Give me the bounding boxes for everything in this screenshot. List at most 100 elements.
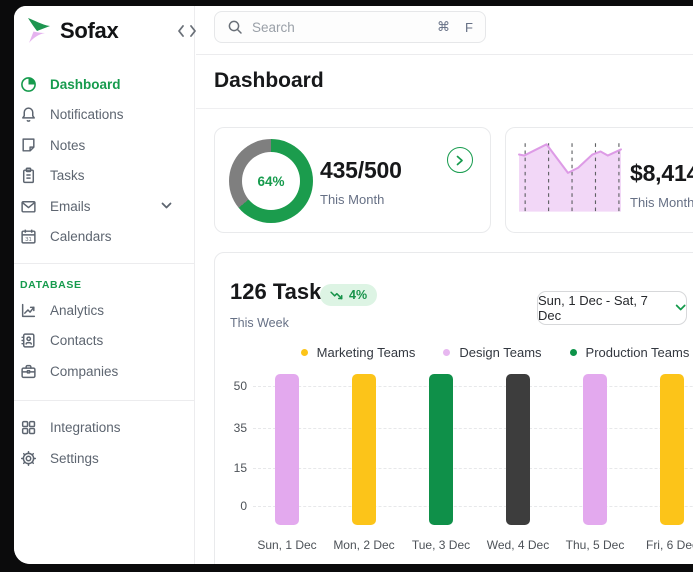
x-axis-label: Mon, 2 Dec (333, 538, 395, 552)
svg-text:31: 31 (25, 237, 31, 243)
page-title: Dashboard (214, 69, 324, 92)
sidebar-section-database: DATABASE (20, 279, 82, 291)
sidebar-item-emails[interactable]: Emails (14, 191, 194, 222)
task-count-title: 126 Task (230, 279, 322, 304)
sidebar-item-notifications[interactable]: Notifications (14, 100, 194, 131)
legend-dot (300, 349, 308, 356)
gridline (253, 428, 693, 429)
task-chart-card: 126 Task 4% This Week Sun, 1 Dec - Sat, … (214, 252, 693, 564)
x-axis-label: Tue, 3 Dec (411, 538, 471, 552)
trend-badge: 4% (320, 284, 378, 306)
x-axis-label: Fri, 6 Dec (645, 538, 693, 552)
legend-item-production: Production Teams (569, 345, 689, 360)
legend-item-design: Design Teams (443, 345, 542, 360)
donut-percent-label: 64% (257, 173, 285, 189)
gear-icon (20, 450, 37, 467)
trend-down-icon (330, 290, 343, 299)
app-window: Sofax Dashboard Notifications (14, 6, 693, 564)
sidebar-item-settings[interactable]: Settings (14, 443, 194, 474)
x-axis-label: Thu, 5 Dec (565, 538, 625, 552)
x-axis-label: Sun, 1 Dec (257, 538, 317, 552)
search-input[interactable]: Search ⌘ F (214, 11, 486, 43)
envelope-icon (20, 198, 37, 215)
task-chart-subtitle: This Week (230, 316, 289, 330)
sidebar-item-label: Calendars (50, 229, 112, 245)
sidebar-item-companies[interactable]: Companies (14, 356, 194, 387)
y-axis-tick: 15 (233, 461, 247, 475)
bar-tue[interactable] (429, 374, 453, 525)
calendar-icon: 31 (20, 228, 37, 245)
progress-stat-card: 64% 435/500 This Month (214, 127, 491, 233)
logo: Sofax (14, 6, 196, 55)
bell-icon (20, 106, 37, 123)
sidebar-item-analytics[interactable]: Analytics (14, 295, 194, 326)
sidebar-item-label: Notes (50, 137, 86, 153)
chevron-down-icon (675, 304, 686, 311)
sidebar-nav: Dashboard Notifications Notes Tasks (14, 69, 194, 474)
divider (196, 108, 693, 109)
stat-card-detail-button[interactable] (447, 147, 473, 173)
shortcut-f-key: F (465, 19, 473, 35)
shortcut-cmd-key: ⌘ (437, 19, 451, 34)
area-sparkline-chart (517, 137, 623, 223)
sofax-logo-icon (28, 17, 50, 43)
sidebar-item-tasks[interactable]: Tasks (14, 161, 194, 192)
sidebar-item-dashboard[interactable]: Dashboard (14, 69, 194, 100)
date-range-value: Sun, 1 Dec - Sat, 7 Dec (538, 293, 648, 323)
stat-value: 435/500 (320, 157, 402, 183)
chevron-right-icon (456, 155, 463, 165)
chart-legend: Marketing Teams Design Teams Production … (215, 345, 693, 360)
sidebar-item-label: Contacts (50, 333, 104, 349)
sidebar-item-label: Dashboard (50, 76, 121, 92)
bar-sun[interactable] (275, 374, 299, 525)
date-range-select[interactable]: Sun, 1 Dec - Sat, 7 Dec (537, 291, 687, 325)
grid-icon (20, 419, 37, 436)
clipboard-icon (20, 167, 37, 184)
chevron-down-icon[interactable] (161, 202, 172, 210)
bar-wed[interactable] (506, 374, 530, 525)
sidebar-item-label: Settings (50, 450, 99, 466)
sidebar-item-label: Emails (50, 198, 91, 214)
stat-cards-row: 64% 435/500 This Month (214, 127, 693, 233)
brand-name: Sofax (60, 17, 119, 43)
legend-item-marketing: Marketing Teams (300, 345, 415, 360)
bar-thu[interactable] (583, 374, 607, 525)
y-axis-tick: 50 (233, 379, 247, 393)
sidebar-item-label: Notifications (50, 107, 124, 123)
sidebar: Sofax Dashboard Notifications (14, 6, 196, 564)
sidebar-collapse-icon[interactable] (176, 22, 198, 40)
sidebar-item-notes[interactable]: Notes (14, 130, 194, 161)
stat-caption: This Month (630, 195, 693, 210)
bar-mon[interactable] (352, 374, 376, 525)
sidebar-item-contacts[interactable]: Contacts (14, 326, 194, 357)
gridline (253, 468, 693, 469)
dashboard-icon (20, 76, 37, 93)
sidebar-item-integrations[interactable]: Integrations (14, 413, 194, 444)
sidebar-item-label: Companies (50, 363, 119, 379)
sidebar-item-label: Analytics (50, 302, 105, 318)
y-axis-tick: 0 (240, 499, 247, 513)
sidebar-item-label: Integrations (50, 420, 121, 436)
sidebar-divider (14, 263, 194, 264)
legend-dot (443, 349, 451, 356)
gridline (253, 386, 693, 387)
revenue-stat-card: $8,414 This Month (505, 127, 693, 233)
topbar: Search ⌘ F (196, 6, 693, 55)
note-icon (20, 137, 37, 154)
sidebar-item-label: Tasks (50, 168, 85, 184)
bar-fri[interactable] (660, 374, 684, 525)
trend-percent: 4% (349, 288, 368, 302)
search-icon (228, 20, 242, 34)
donut-chart: 64% (229, 139, 313, 223)
legend-dot (569, 349, 577, 356)
y-axis-tick: 35 (233, 421, 247, 435)
briefcase-icon (20, 363, 37, 380)
analytics-icon (20, 302, 37, 319)
contacts-icon (20, 332, 37, 349)
main-content: Search ⌘ F Dashboard 64% 435/500 This Mo… (196, 6, 693, 564)
stat-caption: This Month (320, 192, 385, 207)
sidebar-item-calendars[interactable]: 31 Calendars (14, 222, 194, 253)
sidebar-divider (14, 399, 194, 401)
stat-value: $8,414 (630, 160, 693, 186)
x-axis-label: Wed, 4 Dec (486, 538, 550, 552)
